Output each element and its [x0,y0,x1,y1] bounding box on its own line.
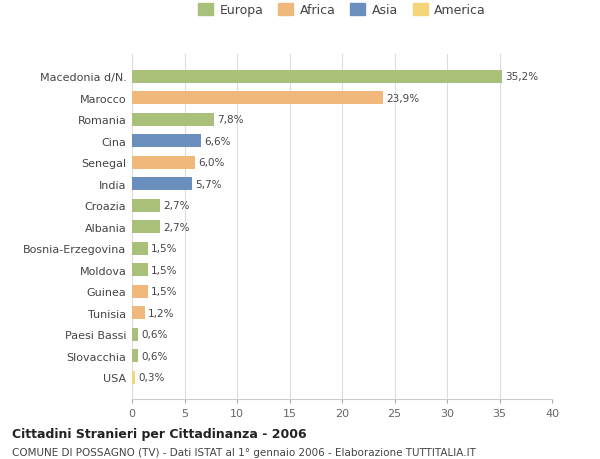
Text: 35,2%: 35,2% [505,72,538,82]
Text: COMUNE DI POSSAGNO (TV) - Dati ISTAT al 1° gennaio 2006 - Elaborazione TUTTITALI: COMUNE DI POSSAGNO (TV) - Dati ISTAT al … [12,448,476,458]
Text: 0,3%: 0,3% [139,372,164,382]
Bar [132,307,145,319]
Bar [132,199,160,212]
Text: Cittadini Stranieri per Cittadinanza - 2006: Cittadini Stranieri per Cittadinanza - 2… [12,427,307,440]
Text: 23,9%: 23,9% [386,94,419,104]
Text: 5,7%: 5,7% [195,179,221,189]
Bar [132,92,383,105]
Text: 1,2%: 1,2% [148,308,174,318]
Text: 2,7%: 2,7% [163,222,190,232]
Bar [132,135,202,148]
Bar [132,113,214,127]
Bar [132,328,139,341]
Text: 6,0%: 6,0% [198,158,224,168]
Text: 0,6%: 0,6% [142,351,168,361]
Text: 2,7%: 2,7% [163,201,190,211]
Text: 0,6%: 0,6% [142,330,168,339]
Bar [132,221,160,234]
Bar [132,285,148,298]
Legend: Europa, Africa, Asia, America: Europa, Africa, Asia, America [193,0,491,22]
Text: 1,5%: 1,5% [151,286,178,297]
Bar [132,157,195,169]
Text: 1,5%: 1,5% [151,265,178,275]
Bar [132,263,148,276]
Text: 6,6%: 6,6% [205,136,231,146]
Text: 7,8%: 7,8% [217,115,244,125]
Bar [132,371,135,384]
Bar [132,349,139,362]
Bar [132,71,502,84]
Bar [132,178,192,191]
Text: 1,5%: 1,5% [151,244,178,254]
Bar [132,242,148,255]
